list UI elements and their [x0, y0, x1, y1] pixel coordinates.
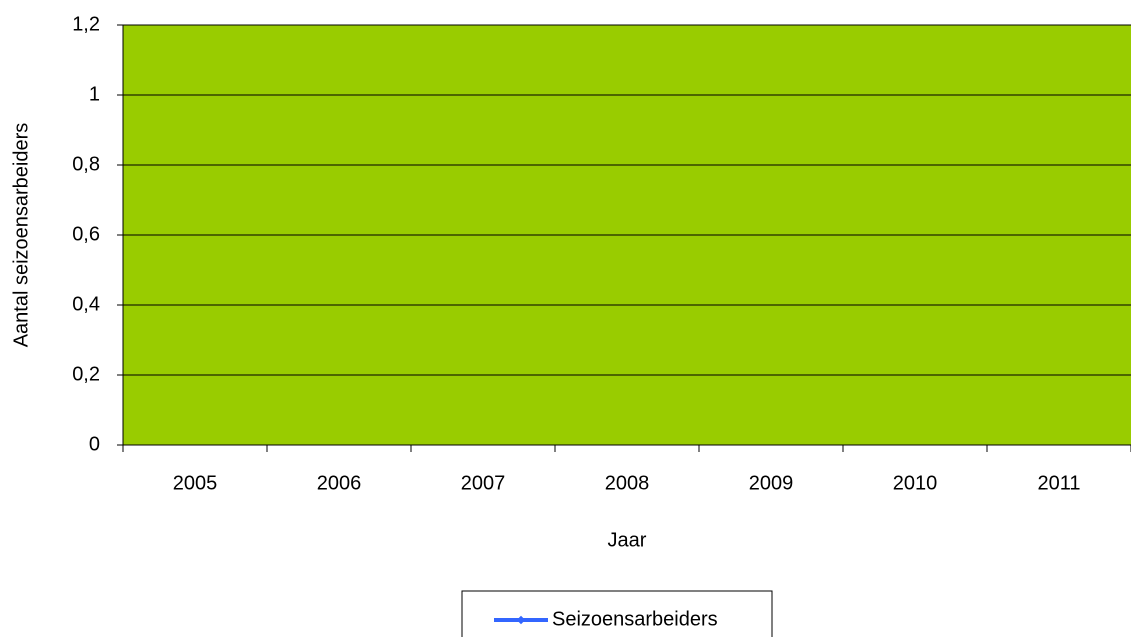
y-tick-label: 0,8: [72, 153, 100, 175]
y-tick-label: 0,6: [72, 223, 100, 245]
x-tick-label: 2011: [1037, 472, 1080, 494]
legend-box: [461, 590, 773, 637]
x-axis-label: Jaar: [608, 529, 647, 551]
y-tick-label: 1: [89, 83, 100, 105]
x-tick-label: 2009: [749, 472, 794, 494]
x-tick-label: 2007: [461, 472, 506, 494]
x-tick-label: 2005: [173, 472, 218, 494]
y-tick-label: 0: [89, 433, 100, 455]
y-tick-label: 1,2: [72, 13, 100, 35]
legend-marker: [516, 615, 526, 625]
x-tick-label: 2006: [317, 472, 362, 494]
y-tick-label: 0,2: [72, 363, 100, 385]
y-axis-label: Aantal seizoensarbeiders: [10, 123, 32, 348]
x-tick-label: 2008: [605, 472, 650, 494]
legend-label: Seizoensarbeiders: [552, 608, 718, 630]
y-tick-label: 0,4: [72, 293, 100, 315]
x-tick-label: 2010: [893, 472, 938, 494]
